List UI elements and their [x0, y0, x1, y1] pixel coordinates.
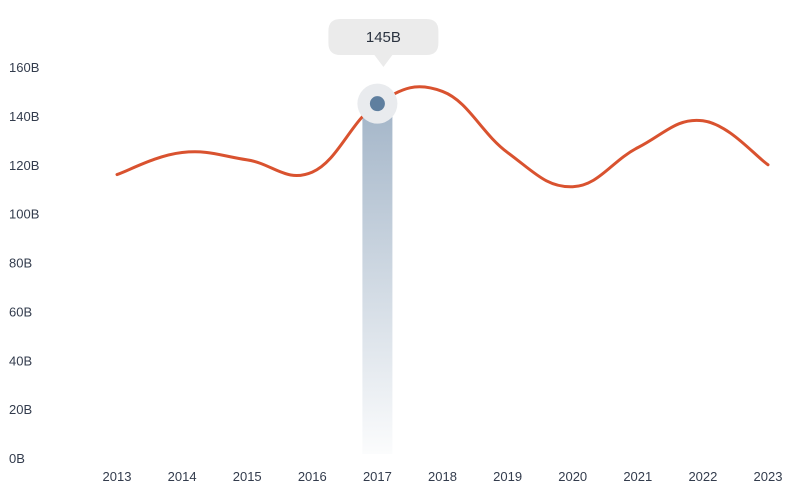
- y-tick-label: 120B: [9, 158, 39, 173]
- x-axis: 2013 2014 2015 2016 2017 2018 2019 2020 2021 2022…: [103, 469, 783, 484]
- x-tick-label: 2019: [493, 469, 522, 484]
- data-point[interactable]: [765, 162, 771, 168]
- y-tick-label: 20B: [9, 402, 32, 417]
- data-point[interactable]: [179, 150, 185, 156]
- highlight-data-point[interactable]: [369, 96, 385, 112]
- tooltip-bubble: [328, 19, 439, 67]
- series-line-layer: [115, 85, 770, 189]
- y-axis: 0B 20B 40B 60B 80B 100B 120B 140B 160B: [9, 60, 39, 466]
- data-point[interactable]: [244, 157, 250, 163]
- x-tick-label: 2014: [168, 469, 197, 484]
- y-tick-label: 100B: [9, 207, 39, 222]
- y-tick-label: 40B: [9, 353, 32, 368]
- data-point[interactable]: [505, 150, 511, 156]
- highlight-band: [362, 103, 393, 454]
- y-tick-label: 60B: [9, 304, 32, 319]
- data-point[interactable]: [309, 169, 315, 175]
- series-line: [115, 85, 770, 189]
- data-point[interactable]: [700, 118, 706, 124]
- data-point[interactable]: [114, 172, 120, 178]
- highlight-marker-layer[interactable]: [114, 83, 771, 190]
- x-tick-label: 2022: [688, 469, 717, 484]
- tooltip: 145B: [328, 19, 439, 67]
- x-tick-label: 2023: [754, 469, 783, 484]
- x-tick-label: 2020: [558, 469, 587, 484]
- x-tick-label: 2018: [428, 469, 457, 484]
- y-tick-label: 140B: [9, 109, 39, 124]
- data-point[interactable]: [570, 184, 576, 190]
- x-tick-label: 2017: [363, 469, 392, 484]
- x-tick-label: 2013: [103, 469, 132, 484]
- y-tick-label: 0B: [9, 451, 25, 466]
- x-tick-label: 2021: [623, 469, 652, 484]
- highlight-band-layer: [362, 103, 393, 454]
- x-tick-label: 2015: [233, 469, 262, 484]
- y-tick-label: 80B: [9, 256, 32, 271]
- x-tick-label: 2016: [298, 469, 327, 484]
- data-point[interactable]: [635, 145, 641, 151]
- y-tick-label: 160B: [9, 60, 39, 75]
- tooltip-value-label: 145B: [366, 29, 401, 46]
- data-point[interactable]: [440, 88, 446, 94]
